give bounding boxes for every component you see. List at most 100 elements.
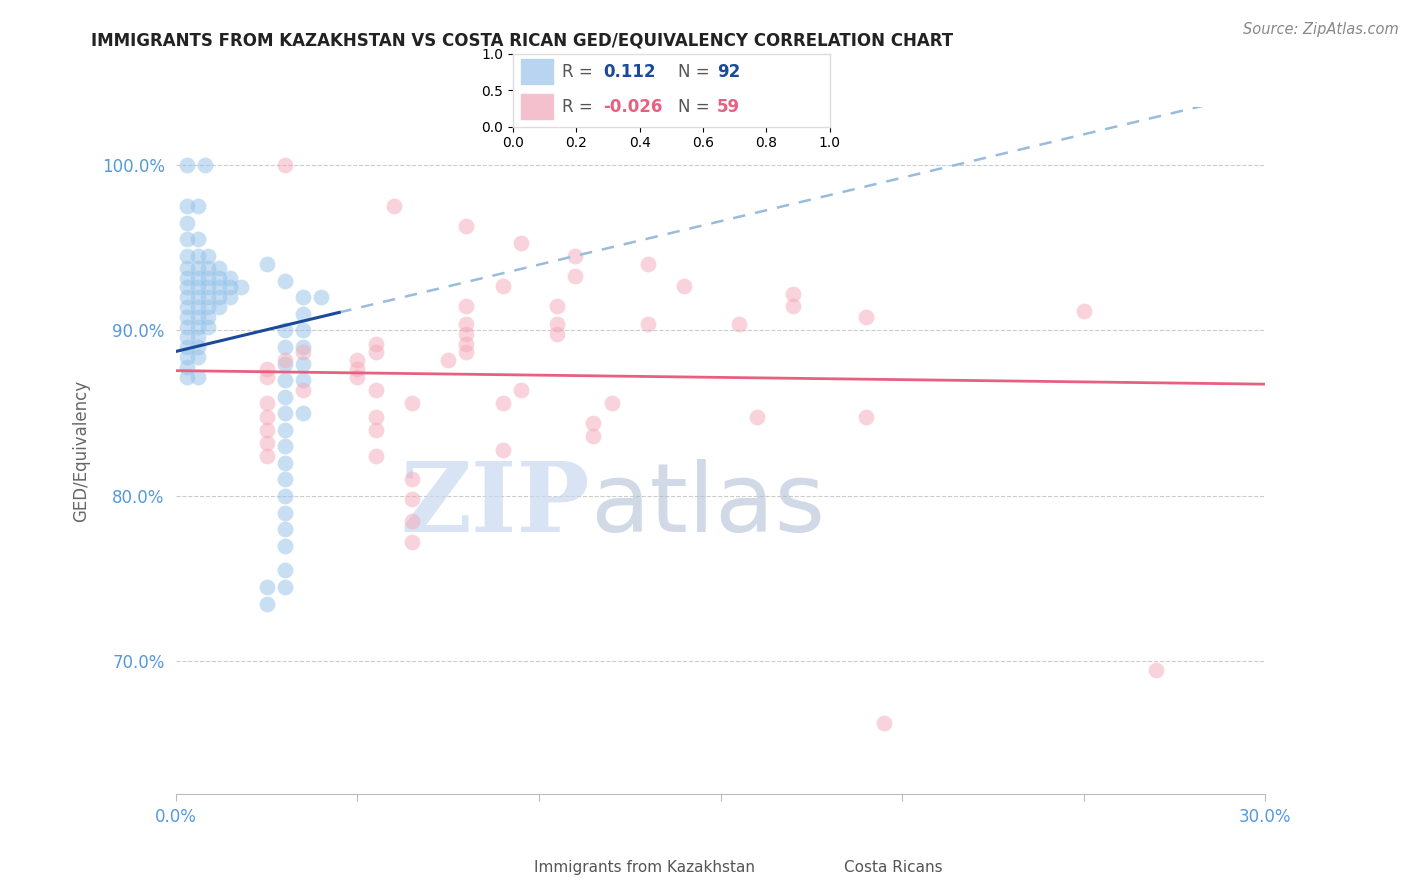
Point	[582, 416, 605, 430]
Point	[176, 340, 198, 354]
Point	[176, 301, 198, 315]
Point	[456, 326, 478, 341]
FancyBboxPatch shape	[522, 95, 553, 120]
Point	[309, 290, 332, 304]
Point	[727, 317, 749, 331]
Point	[492, 278, 515, 293]
Point	[346, 353, 368, 368]
Point	[274, 539, 297, 553]
Point	[256, 257, 278, 271]
Point	[256, 369, 278, 384]
Point	[274, 472, 297, 486]
Point	[256, 361, 278, 376]
Point	[186, 270, 209, 285]
Point	[492, 442, 515, 457]
Text: N =: N =	[678, 98, 714, 116]
Point	[197, 301, 219, 315]
Point	[176, 199, 198, 213]
Point	[546, 326, 568, 341]
Text: N =: N =	[678, 62, 714, 81]
Point	[256, 436, 278, 450]
Point	[364, 345, 387, 359]
Point	[274, 456, 297, 470]
Text: -0.026: -0.026	[603, 98, 662, 116]
Point	[782, 287, 804, 301]
Point	[197, 270, 219, 285]
Point	[208, 290, 231, 304]
Point	[176, 260, 198, 275]
Point	[546, 317, 568, 331]
Point	[186, 330, 209, 344]
Point	[274, 340, 297, 354]
Point	[274, 357, 297, 371]
Point	[186, 369, 209, 384]
Point	[364, 449, 387, 463]
Text: Costa Ricans: Costa Ricans	[844, 860, 942, 874]
Point	[401, 472, 423, 486]
Point	[855, 409, 877, 424]
Point	[1073, 303, 1095, 318]
Point	[382, 199, 405, 213]
FancyBboxPatch shape	[522, 60, 553, 84]
Point	[186, 199, 209, 213]
Point	[401, 514, 423, 528]
Point	[208, 301, 231, 315]
Point	[219, 290, 242, 304]
Point	[291, 340, 314, 354]
Point	[208, 260, 231, 275]
Point	[745, 409, 768, 424]
Point	[176, 249, 198, 263]
Point	[509, 383, 531, 397]
Point	[256, 597, 278, 611]
Point	[274, 506, 297, 520]
Point	[456, 345, 478, 359]
Point	[346, 369, 368, 384]
Point	[274, 564, 297, 578]
Point	[219, 280, 242, 294]
Point	[197, 260, 219, 275]
Point	[256, 409, 278, 424]
Point	[186, 232, 209, 246]
Point	[197, 249, 219, 263]
Point	[176, 320, 198, 334]
Point	[401, 396, 423, 410]
Point	[873, 715, 896, 730]
Point	[197, 280, 219, 294]
Point	[546, 299, 568, 313]
Point	[456, 299, 478, 313]
Point	[437, 353, 460, 368]
Point	[186, 249, 209, 263]
Point	[256, 449, 278, 463]
Point	[291, 383, 314, 397]
Point	[231, 280, 253, 294]
Point	[176, 369, 198, 384]
Point	[176, 330, 198, 344]
Point	[782, 299, 804, 313]
Point	[600, 396, 623, 410]
Point	[186, 310, 209, 325]
Point	[256, 580, 278, 594]
Point	[274, 406, 297, 420]
Point	[219, 270, 242, 285]
Point	[194, 158, 217, 172]
Point	[176, 158, 198, 172]
Text: R =: R =	[562, 98, 598, 116]
Point	[855, 310, 877, 325]
Point	[364, 383, 387, 397]
Point	[564, 268, 586, 283]
Point	[176, 270, 198, 285]
Point	[492, 396, 515, 410]
Point	[274, 323, 297, 337]
Point	[274, 439, 297, 453]
Point	[364, 336, 387, 351]
Point	[274, 353, 297, 368]
Point	[291, 406, 314, 420]
Point	[291, 345, 314, 359]
Point	[176, 216, 198, 230]
Point	[256, 396, 278, 410]
Point	[186, 280, 209, 294]
Point	[291, 373, 314, 387]
Point	[401, 492, 423, 507]
Point	[274, 274, 297, 288]
Point	[582, 429, 605, 443]
